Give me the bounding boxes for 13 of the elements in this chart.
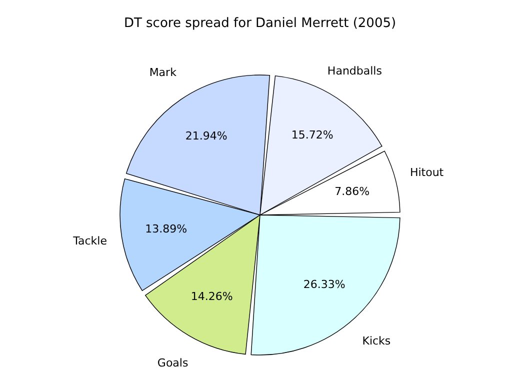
slice-label: Kicks: [362, 334, 391, 348]
slice-label: Hitout: [410, 166, 444, 179]
data-label: 13.89%: [145, 222, 188, 236]
slice-label: Tackle: [72, 234, 108, 248]
data-label: 7.86%: [334, 184, 370, 198]
slice-label: Goals: [157, 356, 188, 370]
slice-label: Handballs: [327, 64, 382, 78]
data-label: 21.94%: [185, 130, 228, 143]
slice-label: Mark: [149, 66, 178, 80]
data-label: 14.26%: [190, 290, 233, 303]
data-label: 26.33%: [303, 278, 346, 291]
data-label: 15.72%: [291, 128, 334, 142]
chart-title: DT score spread for Daniel Merrett (2005): [124, 16, 396, 31]
